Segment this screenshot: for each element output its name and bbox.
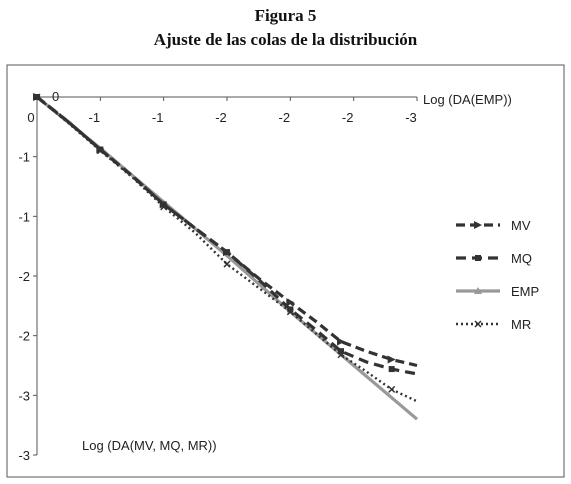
y-axis-title: Log (DA(MV, MQ, MR)) <box>82 438 217 453</box>
x-tick-label: -2 <box>215 110 227 125</box>
data-point-mq <box>287 306 294 313</box>
data-point-mq <box>338 348 344 355</box>
x-axis-title: Log (DA(EMP)) <box>423 92 512 107</box>
data-point-mv <box>286 298 295 307</box>
data-point-mr <box>33 93 41 101</box>
legend-marker-mq <box>475 255 481 261</box>
data-point-mq <box>97 146 104 153</box>
data-point-mq <box>160 201 167 208</box>
x-tick-label: -2 <box>342 110 354 125</box>
data-point-mr <box>286 308 294 316</box>
chart-frame <box>6 64 565 478</box>
legend-label-emp: EMP <box>511 284 539 299</box>
legend-marker-mv <box>474 221 482 229</box>
y-tick-label: -1 <box>18 209 30 224</box>
x-tick-label: -2 <box>279 110 291 125</box>
legend-marker-emp <box>474 287 482 294</box>
data-point-mr <box>388 385 396 393</box>
series-line-mq <box>36 95 418 376</box>
y-tick-label: -1 <box>18 150 30 165</box>
figure-title: Ajuste de las colas de la distribución <box>153 30 418 49</box>
x-tick-label: -1 <box>152 110 164 125</box>
data-point-mr <box>160 203 168 211</box>
y-tick-label: -2 <box>18 329 30 344</box>
y-tick-label: -2 <box>18 269 30 284</box>
y-tick-label: -3 <box>18 448 30 463</box>
data-point-mq <box>388 366 395 373</box>
legend-label-mq: MQ <box>511 251 532 266</box>
x-tick-label: -1 <box>89 110 101 125</box>
legend-label-mr: MR <box>511 317 531 332</box>
data-point-mr <box>96 147 104 155</box>
x-tick-label: -3 <box>405 110 417 125</box>
y-tick-label: 0 <box>52 89 59 104</box>
legend-marker-mr <box>474 320 482 328</box>
data-point-mv <box>337 337 345 346</box>
data-point-mr <box>223 260 231 268</box>
data-point-mq <box>224 249 230 256</box>
data-point-mv <box>387 355 396 364</box>
data-point-mr <box>337 351 345 359</box>
legend-label-mv: MV <box>511 218 531 233</box>
x-tick-label: 0 <box>27 110 34 125</box>
figure-label: Figura 5 <box>254 6 317 25</box>
y-tick-label: -3 <box>18 388 30 403</box>
